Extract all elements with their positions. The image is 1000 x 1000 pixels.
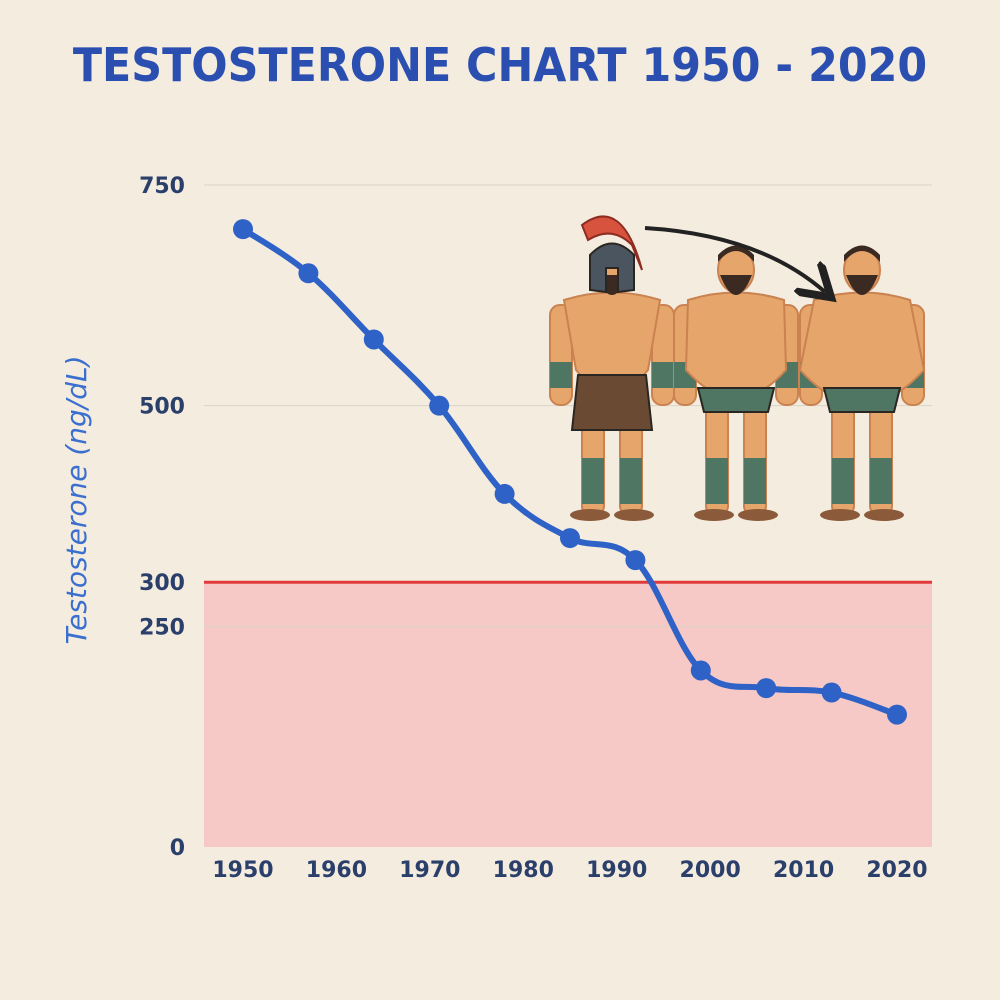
- data-point: [233, 219, 253, 240]
- obese-figure: [798, 245, 926, 521]
- overweight-figure: [673, 245, 799, 521]
- data-point: [690, 660, 711, 681]
- x-tick-label: 1990: [586, 858, 647, 883]
- chart-title: TESTOSTERONE CHART 1950 - 2020: [72, 38, 928, 92]
- data-point: [494, 483, 515, 504]
- data-point: [560, 528, 580, 549]
- data-point: [625, 550, 646, 571]
- y-tick-label: 250: [139, 615, 185, 640]
- x-tick-label: 1960: [306, 858, 367, 883]
- data-point: [363, 329, 384, 350]
- data-point: [887, 704, 907, 725]
- x-tick-label: 1980: [493, 858, 554, 883]
- data-point: [821, 682, 842, 703]
- x-tick-label: 2000: [680, 858, 741, 883]
- low-zone-fill: [204, 582, 932, 847]
- y-tick-label: 500: [139, 395, 185, 420]
- y-tick-label: 750: [139, 174, 185, 199]
- data-point: [756, 678, 777, 699]
- data-point: [298, 263, 319, 284]
- data-point: [429, 395, 450, 416]
- x-tick-label: 1970: [399, 858, 460, 883]
- y-tick-label: 300: [139, 571, 185, 596]
- progression-arrow: [644, 226, 825, 292]
- warrior-illustration: [549, 215, 926, 521]
- y-axis-label: Testosterone (ng/dL): [60, 355, 93, 644]
- x-tick-label: 1950: [212, 858, 273, 883]
- warrior-figure: [549, 215, 675, 521]
- y-tick-label: 0: [170, 836, 185, 861]
- x-tick-label: 2020: [866, 858, 927, 883]
- x-tick-label: 2010: [773, 858, 834, 883]
